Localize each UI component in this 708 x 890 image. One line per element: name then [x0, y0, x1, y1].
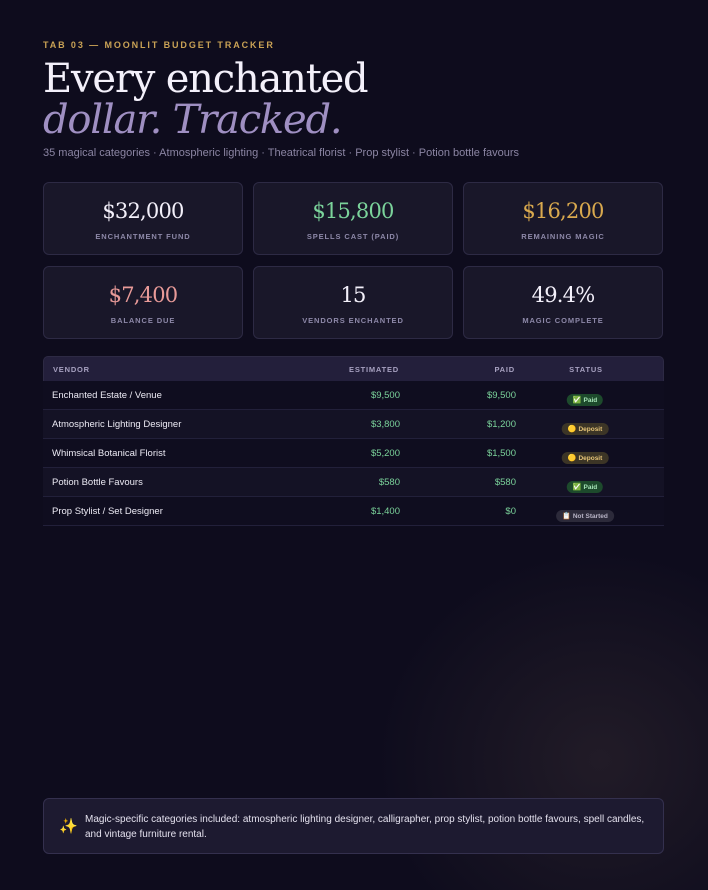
- status-text: Not Started: [572, 512, 608, 520]
- stat-label: MAGIC COMPLETE: [522, 316, 604, 325]
- status-text: Paid: [583, 396, 598, 404]
- stat-card-vendors-enchanted: 15 VENDORS ENCHANTED: [253, 266, 453, 339]
- stat-label: BALANCE DUE: [110, 316, 176, 325]
- stat-card-magic-complete: 49.4% MAGIC COMPLETE: [463, 266, 663, 339]
- status-badge: ✅ Paid: [566, 481, 604, 493]
- vendor-name: Atmospheric Lighting Designer: [52, 419, 182, 430]
- paid-amount: $0: [505, 506, 516, 517]
- stat-card-balance-due: $7,400 BALANCE DUE: [43, 266, 243, 339]
- stat-value: $7,400: [108, 283, 178, 307]
- stat-value: $16,200: [522, 199, 604, 223]
- status-badge: 🟡 Deposit: [561, 452, 609, 464]
- stat-card-enchantment-fund: $32,000 ENCHANTMENT FUND: [43, 182, 243, 255]
- eyebrow-label: TAB 03 — MOONLIT BUDGET TRACKER: [43, 40, 275, 50]
- table-row[interactable]: Atmospheric Lighting Designer $3,800 $1,…: [43, 410, 664, 439]
- check-icon: ✅: [572, 397, 582, 404]
- yellow-dot-icon: 🟡: [567, 455, 577, 462]
- status-text: Deposit: [578, 454, 603, 462]
- stat-label: REMAINING MAGIC: [521, 232, 605, 241]
- check-icon: ✅: [572, 484, 582, 491]
- stat-card-spells-cast: $15,800 SPELLS CAST (PAID): [253, 182, 453, 255]
- budget-tracker-page: TAB 03 — MOONLIT BUDGET TRACKER Every en…: [43, 0, 664, 890]
- table-row[interactable]: Enchanted Estate / Venue $9,500 $9,500 ✅…: [43, 381, 664, 410]
- vendor-table: VENDOR ESTIMATED PAID STATUS Enchanted E…: [43, 356, 664, 526]
- estimated-amount: $9,500: [370, 390, 400, 401]
- paid-amount: $1,500: [486, 448, 516, 459]
- stat-label: VENDORS ENCHANTED: [302, 316, 404, 325]
- page-subtitle: 35 magical categories · Atmospheric ligh…: [43, 147, 520, 159]
- table-row[interactable]: Whimsical Botanical Florist $5,200 $1,50…: [43, 439, 664, 468]
- column-header-estimated[interactable]: ESTIMATED: [349, 365, 399, 374]
- column-header-vendor[interactable]: VENDOR: [53, 365, 90, 374]
- paid-amount: $1,200: [486, 419, 516, 430]
- estimated-amount: $5,200: [370, 448, 400, 459]
- status-badge: 📋 Not Started: [556, 510, 614, 522]
- table-row[interactable]: Prop Stylist / Set Designer $1,400 $0 📋 N…: [43, 497, 664, 526]
- table-header: VENDOR ESTIMATED PAID STATUS: [43, 356, 664, 381]
- stat-value: $32,000: [102, 199, 184, 223]
- paid-amount: $580: [494, 477, 516, 488]
- page-title-line1: Every enchanted: [43, 56, 369, 102]
- stat-label: ENCHANTMENT FUND: [95, 232, 191, 241]
- estimated-amount: $580: [378, 477, 400, 488]
- estimated-amount: $3,800: [370, 419, 400, 430]
- yellow-dot-icon: 🟡: [567, 426, 577, 433]
- column-header-paid[interactable]: PAID: [494, 365, 515, 374]
- info-note: ✨ Magic-specific categories included: at…: [43, 798, 664, 854]
- sparkles-icon: ✨: [59, 818, 78, 835]
- status-badge: 🟡 Deposit: [561, 423, 609, 435]
- status-text: Deposit: [578, 425, 603, 433]
- vendor-name: Whimsical Botanical Florist: [52, 448, 166, 459]
- table-row[interactable]: Potion Bottle Favours $580 $580 ✅ Paid: [43, 468, 664, 497]
- page-title-line2: dollar. Tracked.: [43, 97, 343, 143]
- column-header-status[interactable]: STATUS: [569, 365, 603, 374]
- clipboard-icon: 📋: [562, 513, 571, 520]
- vendor-name: Prop Stylist / Set Designer: [52, 506, 163, 517]
- status-badge: ✅ Paid: [566, 394, 604, 406]
- vendor-name: Potion Bottle Favours: [52, 477, 143, 488]
- estimated-amount: $1,400: [370, 506, 400, 517]
- vendor-name: Enchanted Estate / Venue: [52, 390, 162, 401]
- stat-label: SPELLS CAST (PAID): [306, 232, 400, 241]
- stat-value: $15,800: [312, 199, 394, 223]
- status-text: Paid: [583, 483, 598, 491]
- stat-card-remaining-magic: $16,200 REMAINING MAGIC: [463, 182, 663, 255]
- stat-value: 15: [340, 283, 366, 307]
- stat-value: 49.4%: [531, 283, 596, 307]
- paid-amount: $9,500: [486, 390, 516, 401]
- note-text: Magic-specific categories included: atmo…: [85, 814, 645, 840]
- stats-grid: $32,000 ENCHANTMENT FUND $15,800 SPELLS …: [43, 182, 664, 339]
